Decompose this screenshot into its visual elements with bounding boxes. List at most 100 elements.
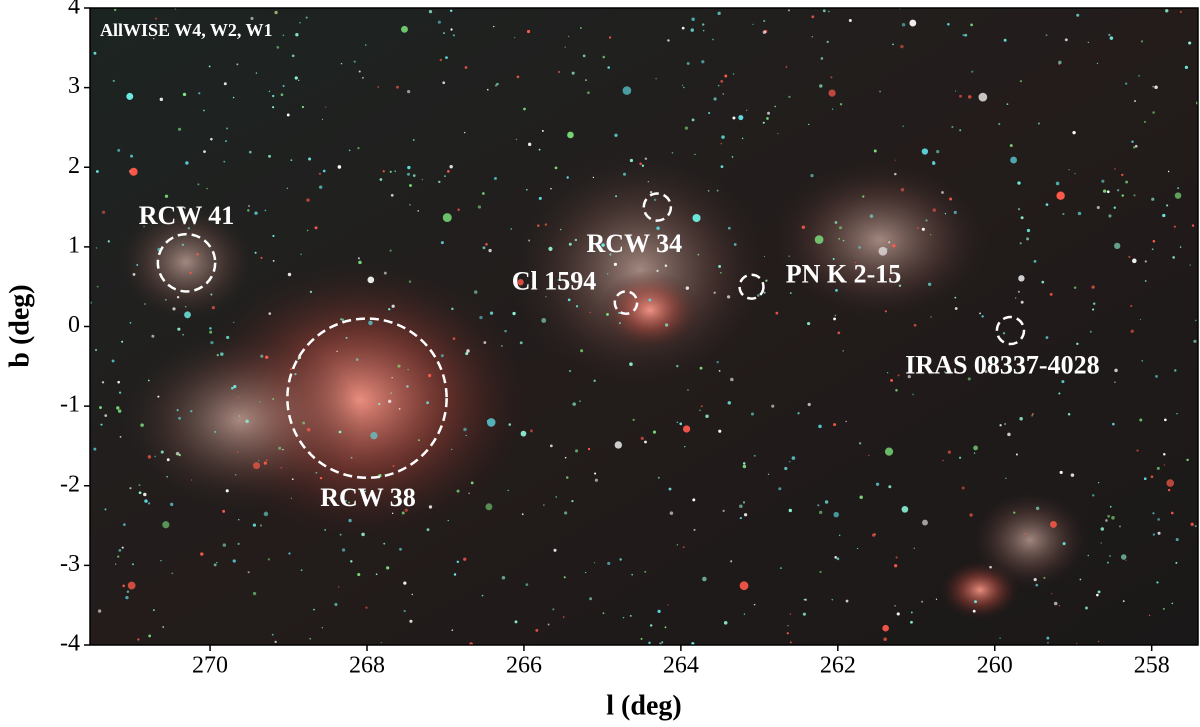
star: [707, 190, 710, 192]
sky-image: [90, 8, 1198, 645]
star: [291, 478, 294, 481]
star: [426, 528, 430, 532]
star: [1085, 606, 1088, 610]
star: [763, 291, 766, 294]
star: [406, 385, 409, 388]
star: [361, 532, 365, 537]
star: [642, 304, 645, 307]
star: [756, 294, 760, 297]
star: [574, 238, 578, 242]
star: [609, 253, 612, 256]
star: [702, 23, 705, 26]
star: [632, 418, 635, 421]
annotation-label: RCW 41: [139, 201, 235, 230]
star: [648, 298, 652, 302]
star: [392, 465, 395, 468]
star: [584, 79, 588, 82]
star: [248, 205, 250, 207]
star: [1184, 65, 1189, 69]
star: [159, 97, 164, 102]
star: [466, 349, 470, 353]
star: [440, 241, 444, 245]
star: [722, 509, 725, 513]
star: [607, 561, 611, 566]
star: [526, 29, 531, 34]
star: [944, 213, 947, 215]
star: [1033, 578, 1037, 582]
star: [271, 633, 274, 636]
star: [177, 127, 182, 131]
star: [364, 490, 367, 493]
star: [1114, 381, 1116, 383]
star: [1113, 206, 1116, 209]
star: [720, 80, 724, 83]
star: [973, 445, 979, 451]
star: [1132, 146, 1136, 149]
star: [568, 242, 572, 246]
star: [525, 583, 529, 586]
star: [691, 17, 695, 21]
star: [1138, 74, 1140, 77]
star: [787, 9, 790, 12]
star: [99, 406, 102, 409]
star: [873, 533, 876, 536]
star: [408, 280, 412, 283]
star: [1076, 643, 1078, 645]
star: [859, 495, 863, 499]
star: [797, 412, 800, 415]
star: [989, 359, 993, 363]
star: [493, 25, 495, 28]
star: [1152, 533, 1156, 536]
star: [144, 499, 148, 503]
star: [148, 502, 151, 505]
star: [337, 586, 340, 588]
star: [447, 170, 450, 173]
star: [1193, 339, 1197, 343]
star-field: [90, 8, 1198, 645]
star: [153, 37, 155, 40]
star: [1020, 300, 1024, 304]
star: [819, 570, 822, 574]
star: [514, 36, 516, 39]
star: [699, 409, 701, 412]
star: [119, 435, 122, 438]
star: [1019, 242, 1022, 245]
star: [959, 94, 963, 98]
star: [1148, 614, 1151, 617]
star: [999, 637, 1001, 639]
star: [318, 185, 323, 189]
star: [684, 445, 686, 448]
star: [959, 129, 962, 132]
star: [837, 331, 841, 335]
star: [527, 142, 532, 147]
star: [250, 16, 254, 20]
star: [463, 427, 467, 432]
star: [582, 54, 586, 58]
star: [184, 207, 186, 209]
star: [272, 259, 275, 262]
star: [291, 54, 295, 58]
star: [463, 131, 466, 134]
star: [442, 213, 452, 223]
star: [842, 239, 845, 242]
star: [984, 370, 988, 374]
star: [130, 154, 134, 158]
star: [1076, 342, 1079, 346]
star: [739, 504, 743, 509]
star: [1024, 532, 1027, 535]
star: [403, 581, 407, 585]
star: [209, 330, 213, 334]
nebula-glow: [970, 490, 1090, 590]
star: [858, 442, 862, 445]
star: [489, 311, 494, 315]
star: [226, 127, 228, 130]
star: [1076, 13, 1080, 17]
star: [1134, 100, 1136, 102]
star: [834, 556, 837, 559]
star: [210, 340, 214, 345]
star: [762, 121, 765, 124]
star: [306, 198, 310, 202]
star: [382, 170, 385, 173]
star: [712, 38, 714, 41]
star: [752, 23, 754, 26]
